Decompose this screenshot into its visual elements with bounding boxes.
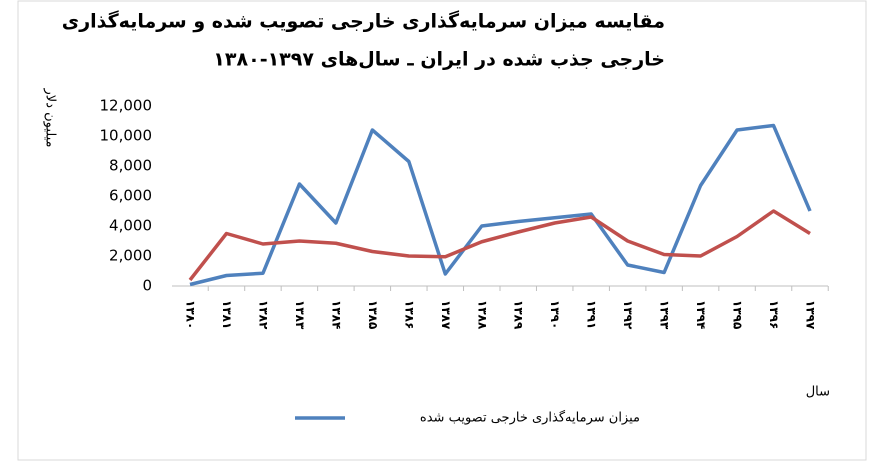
chart-frame — [17, 0, 867, 461]
x-tick-label: ۱۳۹۳ — [658, 300, 672, 330]
x-tick-label: ۱۳۸۹ — [512, 300, 526, 330]
x-tick-label: ۱۳۹۵ — [731, 300, 745, 329]
x-tick-label: ۱۳۸۲ — [256, 300, 270, 330]
x-tick-label: ۱۳۸۰ — [184, 300, 198, 329]
chart-title: مقایسه میزان سرمایه‌گذاری خارجی تصویب شد… — [62, 10, 665, 33]
x-tick-label: ۱۳۸۳ — [293, 300, 307, 330]
y-tick-label: 6,000 — [109, 187, 152, 205]
y-tick-label: 0 — [142, 277, 152, 295]
line-series — [188, 209, 811, 282]
x-tick-label: ۱۳۸۸ — [475, 300, 489, 330]
x-tick-label: ۱۳۸۵ — [366, 300, 380, 329]
y-tick-label: 10,000 — [100, 127, 153, 145]
x-tick-label: ۱۳۸۴ — [329, 300, 343, 329]
x-tick-label: ۱۳۹۶ — [767, 300, 781, 329]
x-tick-label: ۱۳۸۱ — [220, 300, 234, 329]
y-tick-label: 2,000 — [109, 247, 152, 265]
x-tick-label: ۱۳۹۷ — [804, 300, 818, 330]
chart-title: خارجی جذب شده در ایران ـ سال‌های ۱۳۹۷-۱۳… — [213, 49, 665, 71]
y-tick-label: 4,000 — [109, 217, 152, 235]
x-tick-label: ۱۳۹۰ — [548, 300, 562, 329]
x-tick-label: ۱۳۹۱ — [585, 300, 599, 329]
x-tick-label: ۱۳۸۶ — [402, 300, 416, 329]
x-axis-label: سال — [806, 385, 830, 400]
x-tick-label: ۱۳۹۴ — [694, 300, 708, 329]
legend-label: میزان سرمایه‌گذاری خارجی تصویب شده — [420, 410, 640, 426]
y-tick-label: 8,000 — [109, 157, 152, 175]
y-axis-label: میلیون دلار — [43, 88, 58, 148]
x-tick-label: ۱۳۹۲ — [621, 300, 635, 330]
line-series — [189, 123, 812, 287]
y-tick-label: 12,000 — [100, 97, 153, 115]
x-tick-label: ۱۳۸۷ — [439, 300, 453, 330]
